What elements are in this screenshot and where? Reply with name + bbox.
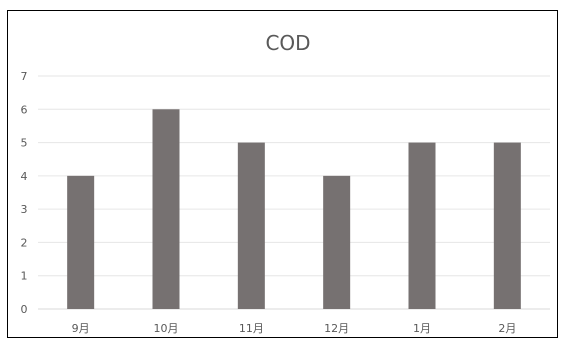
y-tick-label: 1 <box>21 270 28 283</box>
y-tick-label: 3 <box>21 203 28 216</box>
chart-title: COD <box>265 31 310 55</box>
x-tick-label: 2月 <box>498 322 516 335</box>
x-tick-label: 11月 <box>239 322 264 335</box>
x-tick-label: 10月 <box>154 322 179 335</box>
bar <box>323 175 351 309</box>
bar <box>408 142 436 309</box>
x-tick-label: 9月 <box>72 322 90 335</box>
y-tick-label: 6 <box>21 103 28 116</box>
y-axis-ticks: 0 1 2 3 4 5 6 7 <box>21 70 28 316</box>
y-tick-label: 0 <box>21 303 28 316</box>
bar <box>493 142 521 309</box>
y-tick-label: 2 <box>21 236 28 249</box>
chart-frame <box>7 10 558 338</box>
y-tick-label: 4 <box>21 170 28 183</box>
gridlines <box>38 75 550 310</box>
bar <box>67 175 95 309</box>
x-tick-label: 12月 <box>324 322 349 335</box>
x-tick-label: 1月 <box>413 322 431 335</box>
x-axis-ticks: 9月 10月 11月 12月 1月 2月 <box>72 322 517 335</box>
y-tick-label: 5 <box>21 137 28 150</box>
bar <box>152 109 180 310</box>
bar <box>237 142 265 309</box>
y-tick-label: 7 <box>21 70 28 83</box>
bars <box>67 109 521 310</box>
